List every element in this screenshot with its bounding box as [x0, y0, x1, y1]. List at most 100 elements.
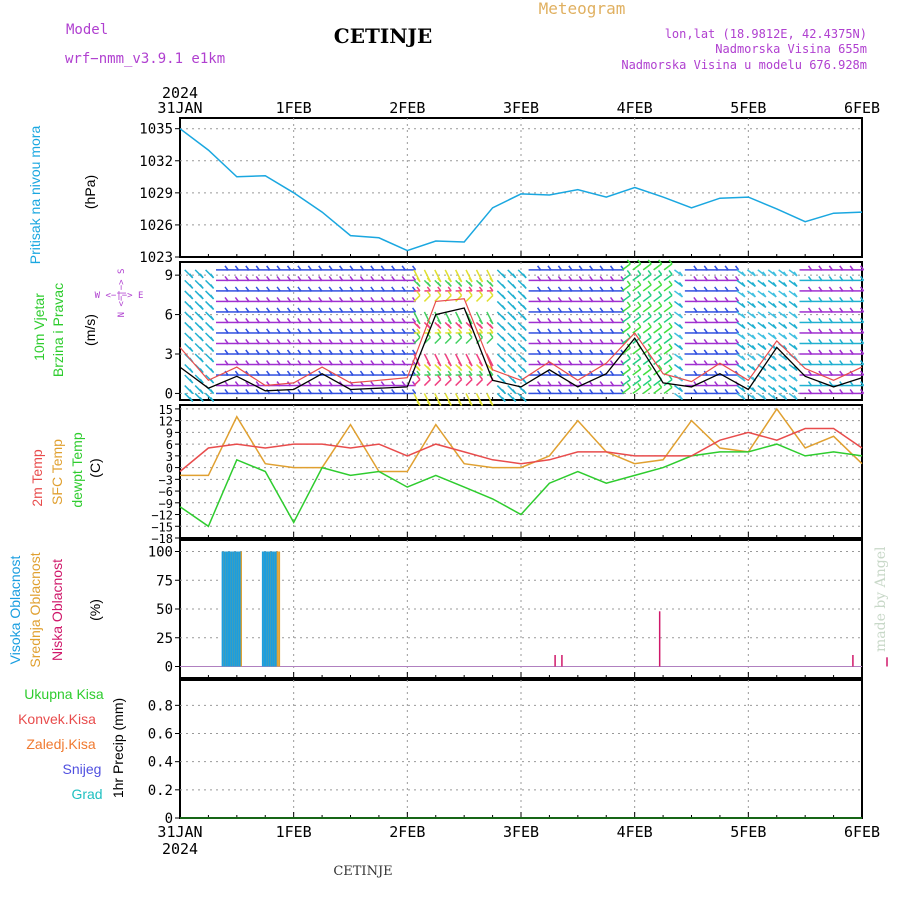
ytick-label-precip: 0.6 — [148, 727, 173, 743]
wind-compass-we: W <−|−> E — [95, 291, 144, 301]
wind-barb-feather — [741, 313, 746, 319]
wind-barb-feather — [734, 296, 740, 302]
wind-barb-feather — [416, 281, 421, 287]
wind-barb-feather — [189, 368, 194, 373]
wind-barb-feather — [458, 319, 463, 325]
wind-barb-feather — [668, 322, 673, 328]
wind-barb-feather — [772, 366, 777, 371]
model-elevation-text: Nadmorska Visina u modelu 676.928m — [621, 58, 867, 72]
wind-barb-feather — [783, 334, 788, 340]
wind-barb-feather — [859, 328, 865, 334]
wind-barb — [632, 347, 642, 355]
wind-compass-ns: N <−|−> S — [117, 269, 127, 318]
cloud-ylabel-3: Niska Oblacnost — [49, 559, 65, 661]
wind-barb-feather — [678, 324, 684, 329]
wind-barb — [653, 284, 663, 292]
wind-barb — [632, 305, 642, 313]
wind-barb-feather — [447, 328, 452, 334]
wind-barb-feather — [793, 394, 798, 400]
temp-ylabel-3: dewpt Temp — [69, 432, 85, 507]
wind-barb — [663, 386, 673, 395]
pressure-ylabel: Pritisak na nivou mora — [27, 126, 43, 265]
model-label: Model — [66, 22, 108, 38]
wind-barb-feather — [734, 349, 740, 355]
ytick-label-temp: −15 — [151, 520, 173, 534]
wind-barb — [642, 305, 652, 313]
wind-barb-feather — [647, 301, 652, 307]
wind-barb-feather — [416, 370, 421, 376]
panel-frame-pressure — [179, 117, 863, 258]
wind-barb-feather — [458, 277, 463, 283]
wind-barb-feather — [512, 357, 517, 363]
wind-barb-feather — [426, 324, 431, 329]
wind-barb — [642, 326, 652, 334]
wind-barb-feather — [437, 324, 442, 329]
wind-barb-feather — [189, 283, 194, 289]
wind-barb-feather — [189, 336, 194, 342]
wind-barb-feather — [678, 313, 684, 319]
wind-barb-feather — [209, 304, 215, 310]
wind-barb-feather — [522, 315, 527, 321]
wind-barb-feather — [489, 333, 494, 338]
wind-barb-feather — [762, 334, 767, 340]
wind-barb-feather — [859, 307, 865, 313]
wind-barb-feather — [658, 322, 663, 328]
wind-barb-feather — [522, 283, 527, 289]
ytick-label-temp: −12 — [151, 509, 173, 523]
wind-barb — [621, 315, 631, 324]
wind-barb-feather — [437, 277, 442, 283]
wind-barb-feather — [626, 364, 631, 370]
wind-barbs — [184, 259, 865, 406]
wind-barb-feather — [416, 324, 421, 329]
wind-barb — [653, 315, 663, 324]
wind-barb-feather — [489, 400, 494, 406]
wind-barb-feather — [793, 324, 798, 329]
wind-barb-feather — [772, 271, 777, 277]
wind-barb-feather — [762, 345, 767, 350]
wind-barb-feather — [626, 333, 631, 338]
cloud-ylabel-1: Visoka Oblacnost — [7, 556, 23, 665]
wind-barb-feather — [411, 318, 417, 323]
wind-barb-feather — [783, 366, 788, 371]
year-top: 2024 — [162, 84, 198, 102]
wind-barb-feather — [447, 324, 452, 329]
wind-barb-feather — [772, 324, 777, 329]
wind-barb-feather — [199, 326, 204, 331]
wind-barb-feather — [512, 283, 517, 289]
wind-barb — [486, 379, 494, 387]
wind-barb-feather — [437, 286, 442, 292]
wind-barb-feather — [447, 375, 452, 380]
wind-barb-feather — [189, 273, 194, 279]
wind-barb-feather — [678, 271, 684, 277]
wind-barb-feather — [437, 370, 442, 376]
wind-barb-feather — [522, 294, 527, 300]
ytick-label-pressure: 1032 — [139, 154, 173, 170]
wind-barb-feather — [468, 290, 473, 296]
wind-barb-feather — [793, 387, 798, 392]
wind-barb-feather — [668, 333, 673, 338]
ytick-label-wind: 0 — [165, 386, 173, 402]
wind-barb — [423, 379, 431, 387]
wind-barb-feather — [859, 360, 865, 365]
wind-barb-feather — [647, 312, 652, 317]
wind-barb-feather — [658, 290, 663, 296]
day-label-bottom: 1FEB — [276, 823, 312, 841]
wind-barb — [621, 386, 631, 395]
wind-barb-feather — [411, 265, 417, 271]
wind-barb — [475, 379, 484, 387]
ytick-label-temp: 9 — [166, 426, 173, 440]
wind-barb-feather — [793, 366, 798, 371]
wind-barb-feather — [734, 339, 740, 344]
wind-barb-feather — [793, 302, 798, 308]
wind-barb-feather — [437, 361, 442, 367]
wind-barb-feather — [734, 275, 740, 281]
wind-barb-feather — [478, 328, 484, 334]
wind-barb-feather — [751, 292, 756, 298]
ytick-label-cloud: 50 — [156, 602, 173, 618]
wind-barb-feather — [772, 355, 777, 361]
wind-barb-feather — [751, 345, 756, 350]
wind-ylabel-1: 10m Vjetar — [31, 293, 47, 361]
wind-barb-feather — [658, 280, 663, 286]
wind-barb-feather — [209, 396, 215, 402]
